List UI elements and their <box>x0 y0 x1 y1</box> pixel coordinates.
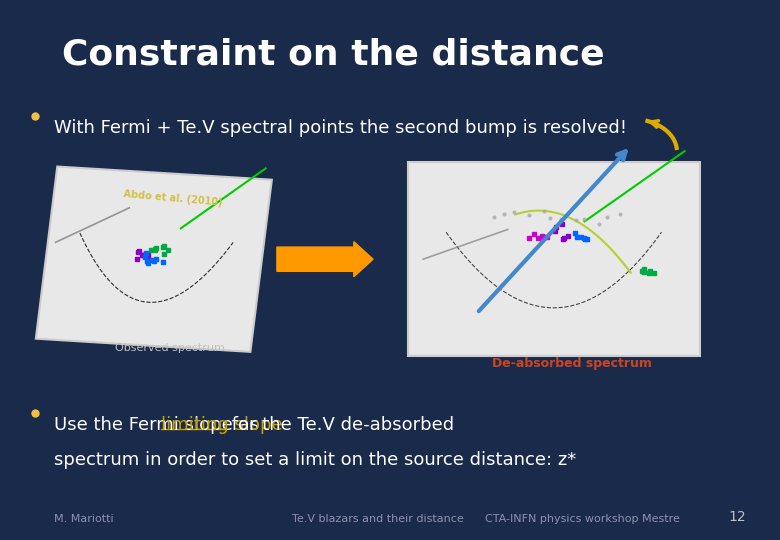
Text: With Fermi + Te.V spectral points the second bump is resolved!: With Fermi + Te.V spectral points the se… <box>54 119 627 137</box>
Text: Use the Fermi slope as: Use the Fermi slope as <box>54 416 264 434</box>
Polygon shape <box>36 166 272 352</box>
Text: M. Mariotti: M. Mariotti <box>54 514 113 524</box>
Text: for the Te.V de-absorbed: for the Te.V de-absorbed <box>226 416 454 434</box>
Text: Observed spectrum: Observed spectrum <box>115 343 225 353</box>
Text: 12: 12 <box>729 510 746 524</box>
FancyArrow shape <box>277 241 373 276</box>
Text: CTA-INFN physics workshop Mestre: CTA-INFN physics workshop Mestre <box>484 514 679 524</box>
Polygon shape <box>408 162 700 356</box>
Text: limiting slope: limiting slope <box>161 416 282 434</box>
Text: spectrum in order to set a limit on the source distance: z*: spectrum in order to set a limit on the … <box>54 451 576 469</box>
Text: Abdo et al. (2010): Abdo et al. (2010) <box>123 188 223 207</box>
Text: De-absorbed spectrum: De-absorbed spectrum <box>492 357 652 370</box>
Text: Te.V blazars and their distance: Te.V blazars and their distance <box>292 514 464 524</box>
Text: Constraint on the distance: Constraint on the distance <box>62 38 604 72</box>
